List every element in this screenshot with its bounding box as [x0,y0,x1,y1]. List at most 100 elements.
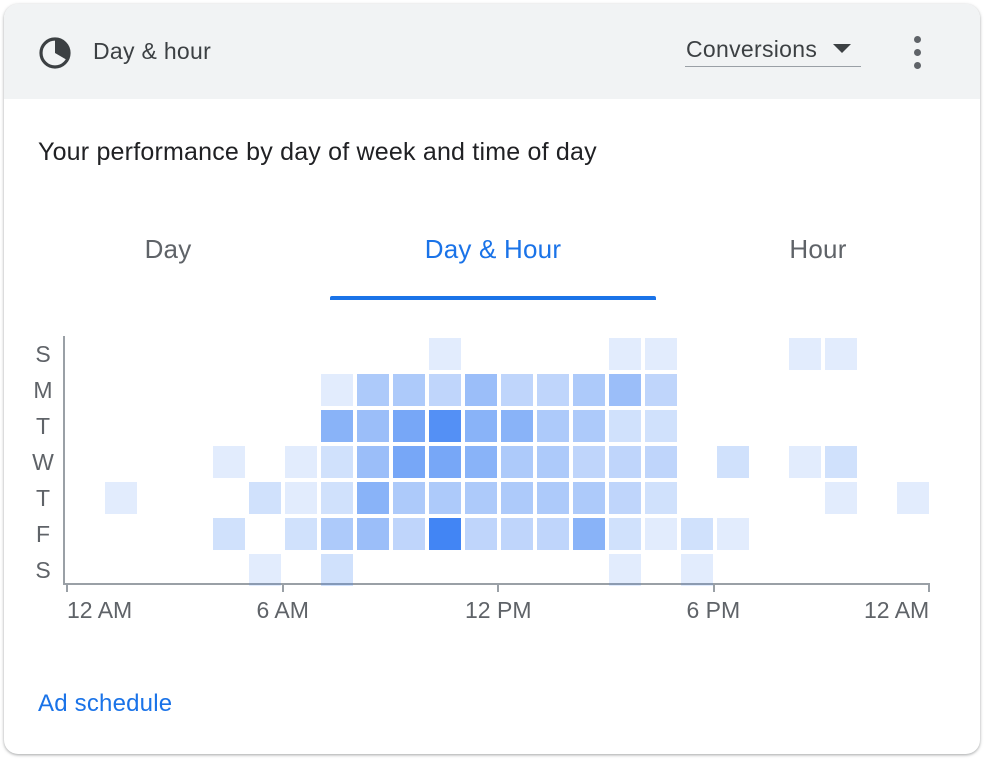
heatmap-cell[interactable] [429,374,461,406]
card-header: Day & hour Conversions [4,4,980,99]
heatmap-cell[interactable] [321,446,353,478]
x-axis-line [63,583,929,585]
heatmap-cell[interactable] [393,518,425,550]
heatmap-cell[interactable] [573,410,605,442]
heatmap-cell[interactable] [645,374,677,406]
heatmap-cell[interactable] [249,482,281,514]
heatmap-cell[interactable] [249,554,281,586]
y-axis-day-label: F [35,521,51,547]
heatmap-cell[interactable] [897,482,929,514]
heatmap-cell[interactable] [501,374,533,406]
heatmap-cell[interactable] [429,518,461,550]
heatmap-cell[interactable] [357,446,389,478]
heatmap-cell[interactable] [501,410,533,442]
x-axis-tick-label: 12 AM [67,597,133,623]
heatmap-cell[interactable] [645,518,677,550]
heatmap-cell[interactable] [789,338,821,370]
heatmap-cell[interactable] [321,374,353,406]
heatmap-cell[interactable] [393,410,425,442]
heatmap-cell[interactable] [429,446,461,478]
ad-schedule-link[interactable]: Ad schedule [38,690,173,717]
heatmap-cell[interactable] [321,482,353,514]
heatmap-cell[interactable] [357,410,389,442]
heatmap-cell[interactable] [393,482,425,514]
heatmap-cell[interactable] [321,554,353,586]
heatmap-cell[interactable] [573,374,605,406]
heatmap-cell[interactable] [609,410,641,442]
heatmap-cell[interactable] [681,518,713,550]
x-axis-tick [281,583,284,592]
card-subtitle: Your performance by day of week and time… [38,138,597,166]
heatmap-cell[interactable] [645,446,677,478]
heatmap-cell[interactable] [609,374,641,406]
heatmap-cell[interactable] [501,482,533,514]
heatmap-cell[interactable] [321,410,353,442]
heatmap-cell[interactable] [537,410,569,442]
heatmap-cell[interactable] [789,446,821,478]
heatmap-cell[interactable] [285,446,317,478]
y-axis-day-label: T [35,413,51,439]
x-axis-tick-label: 6 PM [686,597,741,623]
heatmap-cell[interactable] [537,446,569,478]
timelapse-icon [39,37,71,69]
heatmap-cell[interactable] [609,482,641,514]
heatmap-cell[interactable] [105,482,137,514]
y-axis-day-label: S [35,557,51,583]
heatmap-cell[interactable] [357,518,389,550]
heatmap-cell[interactable] [717,518,749,550]
card-title: Day & hour [93,38,212,64]
heatmap-cell[interactable] [285,482,317,514]
heatmap-cell[interactable] [537,518,569,550]
tab-hour[interactable]: Hour [789,234,847,264]
heatmap-cell[interactable] [573,446,605,478]
heatmap-cell[interactable] [537,374,569,406]
heatmap-cell[interactable] [645,338,677,370]
day-hour-card: Day & hour Conversions Your performance … [4,4,980,754]
tab-day[interactable]: Day [144,234,192,264]
heatmap-cell[interactable] [465,482,497,514]
heatmap-cell[interactable] [609,518,641,550]
heatmap-cell[interactable] [717,446,749,478]
heatmap-cell[interactable] [213,446,245,478]
heatmap-cell[interactable] [465,374,497,406]
heatmap-cell[interactable] [357,374,389,406]
heatmap-cell[interactable] [573,482,605,514]
heatmap-cell[interactable] [393,374,425,406]
heatmap-cell[interactable] [501,518,533,550]
heatmap-cell[interactable] [429,410,461,442]
heatmap-cell[interactable] [681,554,713,586]
metric-dropdown[interactable]: Conversions [685,32,861,67]
heatmap-cell[interactable] [465,518,497,550]
heatmap-cell[interactable] [825,446,857,478]
heatmap-cell[interactable] [429,338,461,370]
heatmap-cell[interactable] [573,518,605,550]
y-axis-day-label: M [33,377,53,403]
heatmap-cell[interactable] [429,482,461,514]
heatmap-cell[interactable] [825,482,857,514]
heatmap-cell[interactable] [357,482,389,514]
heatmap-cell[interactable] [825,338,857,370]
x-axis-tick-label: 12 AM [864,597,930,623]
heatmap-cell[interactable] [465,410,497,442]
heatmap-cell[interactable] [645,482,677,514]
tab-day-hour[interactable]: Day & Hour [424,234,562,264]
heatmap-cell[interactable] [609,338,641,370]
heatmap-cell[interactable] [609,446,641,478]
more-options-button[interactable] [902,32,932,72]
heatmap-cell[interactable] [213,518,245,550]
metric-dropdown-label: Conversions [686,36,818,62]
y-axis-day-label: W [32,449,54,475]
heatmap-cell[interactable] [501,446,533,478]
heatmap-cell[interactable] [465,446,497,478]
x-axis-tick [712,583,715,592]
heatmap-cell[interactable] [537,482,569,514]
more-vert-icon [914,36,921,43]
heatmap-cell[interactable] [321,518,353,550]
x-axis-tick-label: 12 PM [465,597,532,623]
heatmap-cell[interactable] [609,554,641,586]
heatmap-cell[interactable] [285,518,317,550]
heatmap-cell[interactable] [645,410,677,442]
y-axis-day-label: S [35,341,51,367]
heatmap-cell[interactable] [393,446,425,478]
